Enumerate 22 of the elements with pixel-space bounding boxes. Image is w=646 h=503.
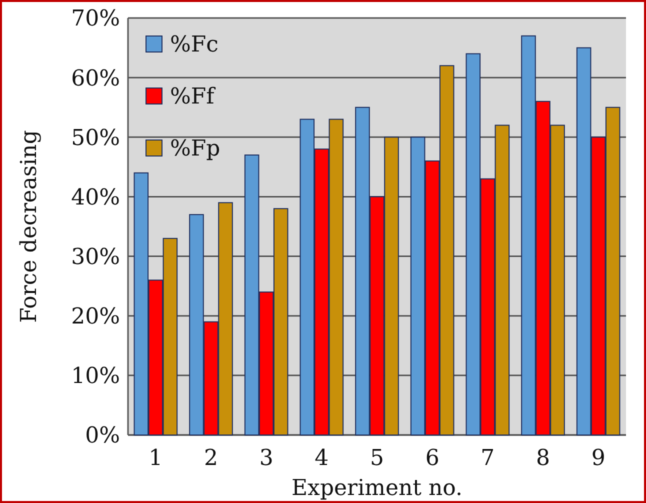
x-tick-label: 9 [591, 446, 606, 471]
x-tick-label: 8 [536, 446, 550, 471]
y-tick-label: 0% [85, 424, 120, 449]
y-tick-label: 20% [71, 304, 120, 330]
x-tick-label: 7 [480, 446, 495, 471]
y-tick-label: 70% [71, 6, 120, 32]
y-tick-label: 40% [71, 185, 120, 210]
y-tick-label: 60% [71, 66, 120, 92]
y-tick-label: 30% [71, 244, 120, 270]
x-tick-label: 2 [204, 446, 218, 471]
y-axis-title: Force decreasing [17, 130, 42, 323]
y-tick-label: 50% [71, 126, 120, 151]
legend-label: %Fc [170, 32, 218, 58]
legend-label: %Fp [170, 136, 220, 162]
x-axis-title: Experiment no. [291, 476, 463, 501]
x-tick-label: 1 [148, 446, 163, 471]
legend-label: %Ff [170, 84, 216, 110]
x-tick-label: 6 [425, 446, 440, 471]
x-tick-label: 5 [370, 446, 384, 471]
y-tick-label: 10% [71, 364, 120, 390]
x-tick-label: 3 [259, 446, 274, 471]
x-tick-label: 4 [314, 446, 329, 471]
